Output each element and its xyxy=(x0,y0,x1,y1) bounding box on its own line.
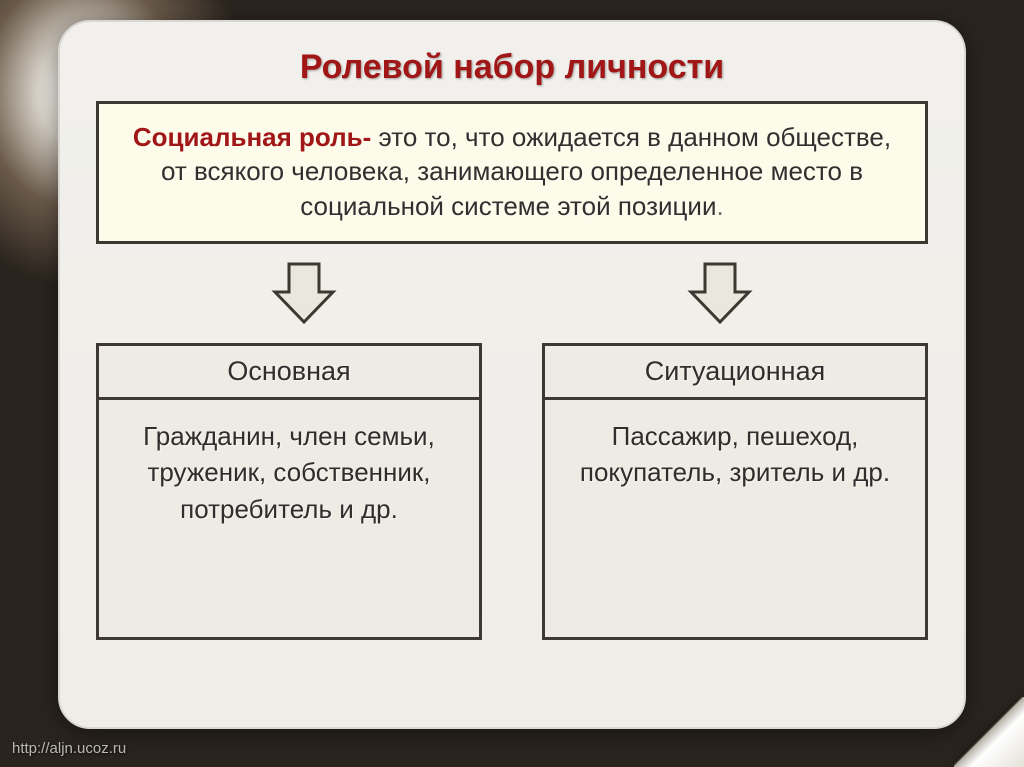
slide-title: Ролевой набор личности xyxy=(96,48,928,87)
column-left-body: Гражданин, член семьи, труженик, собстве… xyxy=(96,400,482,640)
footer-link[interactable]: http://aljn.ucoz.ru xyxy=(12,740,126,757)
column-right-header: Ситуационная xyxy=(542,343,928,400)
column-left-header: Основная xyxy=(96,343,482,400)
arrow-shape xyxy=(275,264,333,322)
arrow-down-icon xyxy=(687,262,753,329)
column-right-body: Пассажир, пешеход, покупатель, зритель и… xyxy=(542,400,928,640)
definition-period: . xyxy=(716,191,723,221)
arrow-down-icon xyxy=(271,262,337,329)
definition-box: Социальная роль- это то, что ожидается в… xyxy=(96,101,928,244)
definition-term: Социальная роль- xyxy=(133,122,371,152)
page-curl-icon xyxy=(954,697,1024,767)
columns: Основная Гражданин, член семьи, труженик… xyxy=(96,343,928,640)
slide-panel: Ролевой набор личности Социальная роль- … xyxy=(58,20,966,729)
column-right: Ситуационная Пассажир, пешеход, покупате… xyxy=(542,343,928,640)
column-left: Основная Гражданин, член семьи, труженик… xyxy=(96,343,482,640)
arrows-row xyxy=(96,262,928,329)
arrow-shape xyxy=(691,264,749,322)
